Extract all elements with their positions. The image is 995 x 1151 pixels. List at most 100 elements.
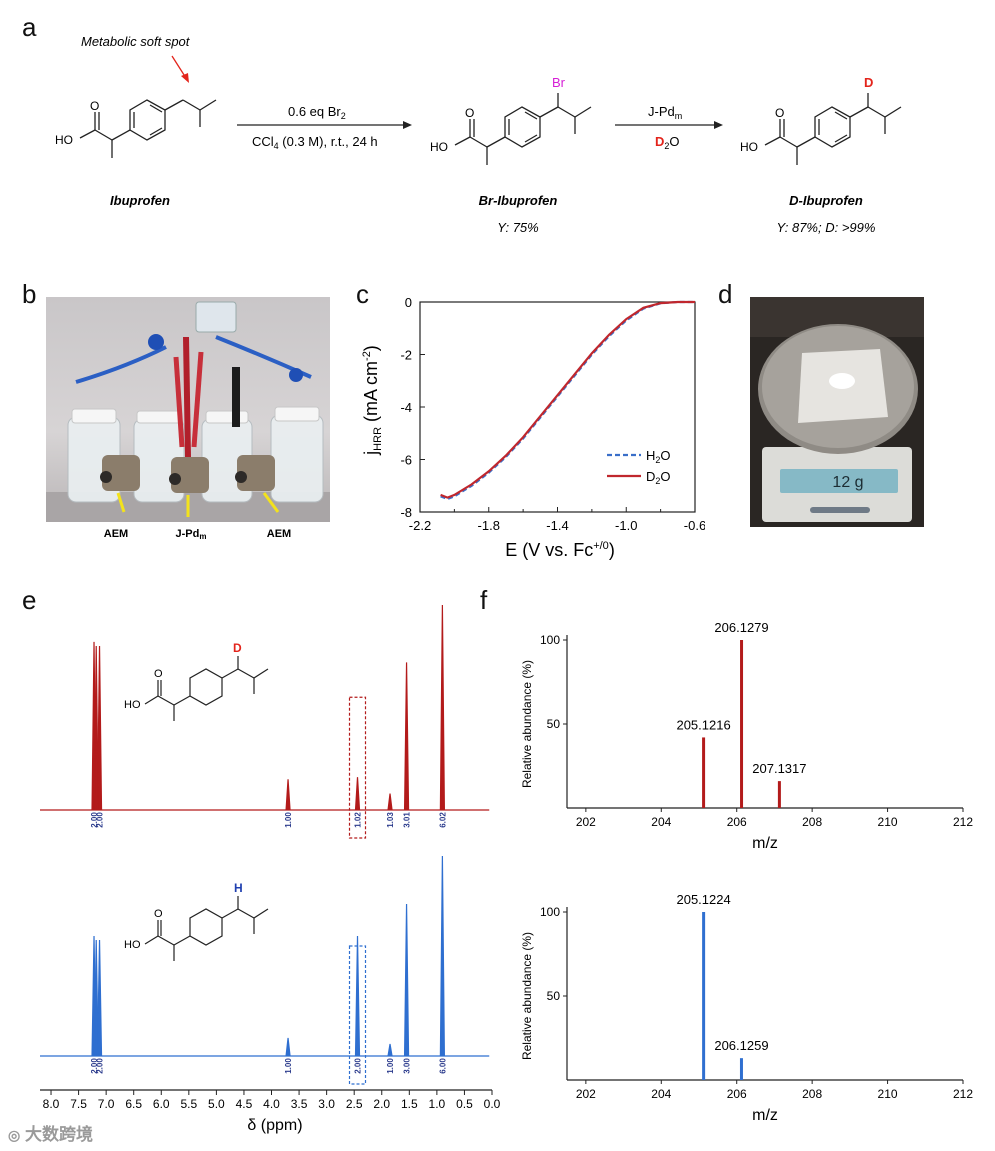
nmr-x-tick-label: 1.5 bbox=[401, 1097, 418, 1111]
d-ibuprofen-structure bbox=[764, 93, 902, 165]
lsv-y-tick-label: -8 bbox=[400, 505, 412, 520]
nmr-x-tick-label: 1.0 bbox=[429, 1097, 446, 1111]
nmr-spectrum-d-ibuprofen: 2.002.00 1.00 1.02 1.03 3.01 6.02 bbox=[40, 604, 490, 839]
ms-x-tick-label: 204 bbox=[651, 1087, 671, 1101]
photo-label-aem-right: AEM bbox=[267, 528, 291, 540]
ms-spectrum-ibuprofen: 202 204 206 208 210 212 100 50 205.1224 206.1259 m… bbox=[520, 892, 973, 1124]
soft-spot-label: Metabolic soft spot bbox=[81, 34, 191, 49]
nmr-integral-label: 6.00 bbox=[438, 1058, 447, 1074]
nmr-integral-label: 2.00 bbox=[96, 1058, 105, 1074]
lsv-y-axis-label: jHRR (mA cm-2) bbox=[361, 345, 384, 456]
nmr-x-tick-label: 7.0 bbox=[98, 1097, 115, 1111]
ms-peak-label: 205.1224 bbox=[676, 892, 730, 907]
nmr-x-tick-label: 6.5 bbox=[125, 1097, 142, 1111]
step1-conditions: CCl4 (0.3 M), r.t., 24 h bbox=[252, 134, 378, 151]
nmr-d-ho-atom: HO bbox=[124, 699, 141, 711]
soft-spot-arrowhead bbox=[181, 73, 189, 83]
lsv-y-tick-label: 0 bbox=[405, 295, 412, 310]
lsv-y-tick-label: -6 bbox=[400, 453, 412, 468]
ibuprofen-structure bbox=[79, 99, 217, 158]
ms-peak-label: 206.1259 bbox=[714, 1038, 768, 1053]
ibuprofen-ho-atom: HO bbox=[55, 133, 73, 147]
nmr-integral-label: 3.00 bbox=[403, 1058, 412, 1074]
lsv-legend-label-d2o: D2O bbox=[646, 469, 671, 486]
photo-label-j-pd: J-Pdm bbox=[176, 528, 207, 541]
d-atom: D bbox=[864, 75, 873, 90]
ms-x-tick-label: 212 bbox=[953, 1087, 973, 1101]
ms-x-tick-label: 206 bbox=[727, 1087, 747, 1101]
nmr-integral-label: 1.00 bbox=[386, 1058, 395, 1074]
step1-reagent: 0.6 eq Br2 bbox=[288, 104, 346, 121]
ms-y-tick-label: 50 bbox=[547, 989, 561, 1003]
ms-y-tick-label: 50 bbox=[547, 717, 561, 731]
nmr-peak bbox=[96, 645, 103, 811]
reaction-scheme: Metabolic soft spot O HO 0.6 eq Br2 CCl4… bbox=[55, 34, 902, 235]
nmr-peak bbox=[285, 779, 291, 811]
nmr-integral-label: 1.02 bbox=[354, 812, 363, 828]
d-ibuprofen-o-atom: O bbox=[775, 106, 784, 120]
ms-peak-bar bbox=[739, 1058, 743, 1080]
nmr-x-tick-label: 0.0 bbox=[484, 1097, 500, 1111]
nmr-x-axis-label: δ (ppm) bbox=[247, 1117, 302, 1134]
step2-solvent: D2O bbox=[655, 134, 680, 151]
nmr-integral-label: 2.00 bbox=[90, 1058, 99, 1074]
nmr-integral-label: 2.00 bbox=[354, 1058, 363, 1074]
br-ibuprofen-ho-atom: HO bbox=[430, 140, 448, 154]
nmr-spectrum-ibuprofen: 2.002.00 1.00 2.00 1.00 3.00 6.00 bbox=[40, 855, 490, 1085]
nmr-peak bbox=[439, 604, 445, 811]
lsv-y-tick-label: -2 bbox=[400, 348, 412, 363]
nmr-x-tick-label: 5.5 bbox=[180, 1097, 197, 1111]
nmr-h-o-atom: O bbox=[154, 908, 163, 920]
nmr-peak bbox=[387, 1043, 393, 1057]
lsv-series-d2o bbox=[440, 300, 695, 499]
ms-peak-bar bbox=[740, 640, 744, 808]
lsv-x-axis-label: E (V vs. Fc+/0) bbox=[505, 540, 615, 560]
nmr-peak bbox=[439, 855, 445, 1057]
ms-x-tick-label: 206 bbox=[727, 815, 747, 829]
lsv-x-tick-label: -1.4 bbox=[546, 518, 568, 533]
nmr-peak bbox=[93, 939, 99, 1057]
nmr-integral-label: 1.03 bbox=[386, 812, 395, 828]
ms-y-axis-label: Relative abundance (%) bbox=[520, 932, 534, 1060]
ms-x-axis-label: m/z bbox=[752, 835, 778, 852]
ms-y-axis-label: Relative abundance (%) bbox=[520, 660, 534, 788]
nmr-structure-h bbox=[144, 896, 269, 961]
chart-nmr: 2.002.00 1.00 1.02 1.03 3.01 6.02 2.002.00 1.0… bbox=[40, 604, 500, 1134]
nmr-integral-label: 2.00 bbox=[96, 812, 105, 828]
ms-spectrum-d-ibuprofen: 202 204 206 208 210 212 100 50 205.1216 206.1279 2… bbox=[520, 620, 973, 852]
compound-name-br-ibuprofen: Br-Ibuprofen bbox=[479, 193, 558, 208]
nmr-x-tick-label: 7.5 bbox=[70, 1097, 87, 1111]
nmr-structure-d bbox=[144, 656, 269, 721]
nmr-x-tick-label: 4.0 bbox=[263, 1097, 280, 1111]
nmr-peak bbox=[387, 793, 393, 811]
d-ibuprofen-ho-atom: HO bbox=[740, 140, 758, 154]
lsv-x-tick-label: -1.0 bbox=[615, 518, 637, 533]
br-ibuprofen-structure bbox=[454, 93, 592, 165]
nmr-peak bbox=[403, 662, 410, 811]
chart-ms: 202 204 206 208 210 212 100 50 205.1216 206.1279 2… bbox=[520, 620, 973, 1124]
ms-x-axis-label: m/z bbox=[752, 1107, 778, 1124]
watermark-logo-icon: ◎ bbox=[8, 1127, 21, 1143]
panel-label-d: d bbox=[718, 279, 733, 309]
nmr-peak bbox=[354, 777, 361, 811]
photo-electrolysis-cells: AEM J-Pdm AEM bbox=[46, 297, 330, 543]
lsv-legend-label-h2o: H2O bbox=[646, 448, 671, 465]
nmr-peak bbox=[93, 645, 99, 811]
nmr-d-atom: D bbox=[233, 641, 242, 655]
nmr-h-atom: H bbox=[234, 881, 243, 895]
reaction-arrow-1-head bbox=[403, 121, 412, 129]
panel-label-a: a bbox=[22, 12, 37, 42]
ms-peak-label: 205.1216 bbox=[676, 717, 730, 732]
soft-spot-arrow bbox=[171, 55, 187, 79]
ms-x-tick-label: 208 bbox=[802, 815, 822, 829]
lsv-x-tick-label: -0.6 bbox=[684, 518, 705, 533]
compound-name-ibuprofen: Ibuprofen bbox=[110, 193, 170, 208]
nmr-x-tick-label: 3.5 bbox=[291, 1097, 308, 1111]
nmr-x-axis: 8.0 7.5 7.0 6.5 6.0 5.5 5.0 4.5 4.0 3.5 3.0 2.5 2.0 1… bbox=[40, 1089, 500, 1111]
lsv-x-tick-label: -1.8 bbox=[478, 518, 500, 533]
nmr-x-tick-label: 2.5 bbox=[346, 1097, 363, 1111]
nmr-x-tick-label: 4.5 bbox=[236, 1097, 253, 1111]
panel-label-b: b bbox=[22, 279, 37, 309]
